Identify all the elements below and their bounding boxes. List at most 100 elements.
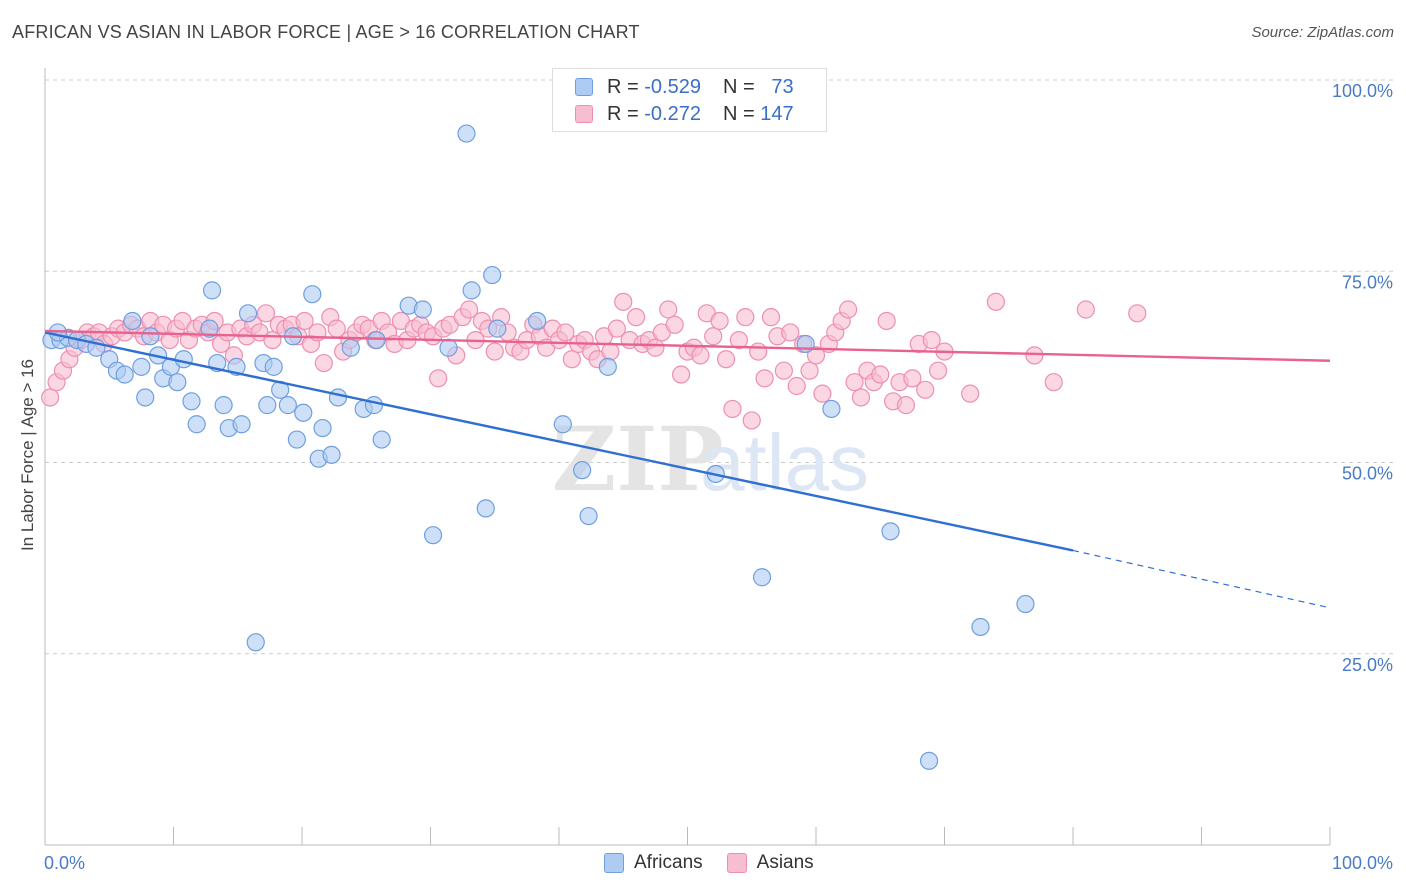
african-point — [919, 751, 939, 770]
african-point — [246, 633, 265, 652]
african-point — [322, 445, 341, 464]
asian-point — [646, 338, 665, 357]
asian-point — [626, 308, 646, 327]
asian-point — [691, 346, 710, 365]
african-point — [328, 388, 348, 407]
y-tick-label: 50.0% — [1342, 464, 1393, 484]
asian-point — [961, 384, 980, 403]
asian-point — [710, 311, 729, 331]
african-point — [423, 526, 443, 545]
africans-n-label: N = — [722, 75, 755, 98]
african-point — [439, 338, 458, 357]
asian-point — [607, 319, 626, 338]
african-point — [579, 506, 598, 526]
correlation-legend: R = -0.529 N = 73 R = -0.272 N = 147 — [552, 68, 827, 132]
asian-point — [665, 315, 684, 334]
african-point — [553, 415, 572, 434]
chart-title: AFRICAN VS ASIAN IN LABOR FORCE | AGE > … — [12, 22, 640, 42]
asian-point — [1076, 300, 1095, 319]
trend-lines — [44, 329, 1331, 609]
asian-point — [851, 388, 871, 407]
legend-item-africans: Africans — [604, 852, 703, 874]
asian-point — [1025, 346, 1044, 365]
asians-r-value: -0.272 — [644, 102, 701, 125]
asian-point — [562, 350, 581, 369]
african-point — [372, 430, 391, 449]
african-point — [141, 327, 160, 346]
african-point — [822, 399, 841, 419]
african-point — [174, 350, 193, 369]
african-point — [287, 430, 306, 449]
series-legend: Africans Asians — [604, 852, 838, 874]
asian-point — [813, 384, 832, 403]
asian-point — [986, 292, 1006, 311]
african-point — [238, 304, 258, 323]
africans-r-value: -0.529 — [644, 75, 701, 98]
asian-point — [800, 361, 819, 380]
asian-point — [485, 342, 504, 361]
african-point — [168, 373, 187, 392]
african-point — [123, 311, 142, 331]
asian-point — [723, 399, 742, 419]
asian-point — [839, 300, 858, 319]
african-point — [136, 388, 155, 407]
asians-swatch — [575, 105, 593, 123]
asian-point — [755, 369, 774, 388]
african-point — [258, 396, 277, 415]
african-point — [483, 265, 502, 285]
asian-point — [601, 342, 620, 361]
african-point — [232, 415, 251, 434]
african-point — [303, 285, 322, 304]
asians-legend-swatch — [726, 853, 747, 873]
africans-n-value: 73 — [771, 75, 794, 98]
asian-point — [295, 311, 314, 331]
legend-row-asians: R = -0.272 N = 147 — [575, 102, 794, 126]
asian-point — [922, 331, 941, 350]
asian-point — [774, 361, 793, 380]
african-point — [132, 357, 151, 376]
african-point — [476, 499, 495, 518]
asian-point — [41, 388, 60, 407]
y-tick-label: 25.0% — [1342, 655, 1393, 675]
african-point — [294, 403, 313, 422]
asian-point — [659, 300, 678, 319]
asian-point — [787, 376, 806, 396]
x-tick-label-min: 0.0% — [44, 853, 85, 873]
african-point — [264, 357, 283, 376]
asian-point — [704, 327, 723, 346]
africans-swatch — [575, 78, 593, 96]
asian-trend-line — [44, 329, 1331, 362]
y-axis-label: In Labor Force | Age > 16 — [18, 359, 37, 551]
african-point — [341, 338, 360, 357]
asian-point — [742, 411, 761, 430]
african-point — [182, 392, 201, 411]
african-point — [278, 396, 297, 415]
asian-point — [459, 300, 479, 319]
asian-point — [256, 304, 276, 323]
legend-row-africans: R = -0.529 N = 73 — [575, 75, 794, 99]
asian-point — [614, 292, 633, 311]
african-point — [752, 568, 772, 587]
asian-point — [916, 380, 935, 399]
source-credit: Source: ZipAtlas.com — [1251, 24, 1394, 41]
asian-point — [845, 373, 864, 392]
asian-point — [736, 308, 755, 327]
grid-lines — [45, 79, 1395, 655]
tick-labels: 25.0% 50.0% 75.0% 100.0% 0.0% 100.0% — [44, 81, 1393, 873]
african-point — [971, 617, 990, 637]
axes — [44, 68, 1331, 846]
african-point — [214, 396, 233, 415]
african-point — [115, 365, 134, 384]
asian-point — [781, 323, 800, 342]
y-tick-label: 100.0% — [1332, 81, 1393, 101]
asian-point — [749, 342, 768, 361]
watermark: ZIP atlas — [552, 407, 869, 511]
africans-points — [42, 124, 1035, 770]
asian-point — [1044, 373, 1063, 392]
asian-point — [877, 311, 896, 331]
asian-point — [314, 353, 333, 373]
x-tick-label-max: 100.0% — [1332, 853, 1393, 873]
african-point — [462, 281, 481, 300]
african-point — [881, 522, 900, 541]
african-point — [1016, 594, 1035, 614]
